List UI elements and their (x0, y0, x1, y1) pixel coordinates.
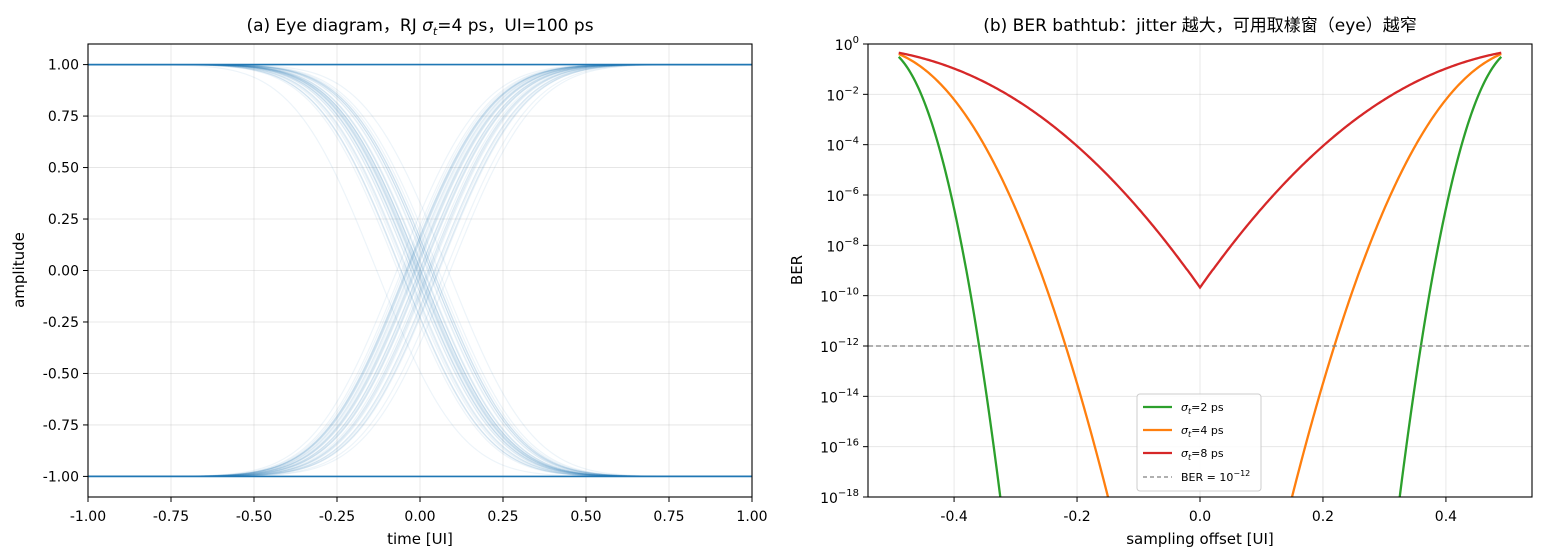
bathtub-y-tick-label: 10−8 (826, 236, 859, 255)
bathtub-y-tick-label: 10−6 (826, 186, 859, 205)
legend-label-sigma-8: σt=8 ps (1181, 447, 1224, 462)
ber-curve-series-0 (897, 56, 1503, 497)
bathtub-y-tick-label: 10−12 (820, 337, 859, 356)
eye-x-tick-label: -1.00 (70, 509, 106, 525)
eye-x-tick-label: 0.00 (404, 509, 435, 525)
bathtub-legend: σt=2 ps σt=4 ps σt=8 ps BER = 10−12 (1136, 393, 1262, 492)
eye-y-tick-label: -0.50 (43, 366, 79, 382)
bathtub-plot-frame (867, 43, 1533, 498)
eye-plot-frame (87, 43, 753, 498)
ber-bathtub-panel: (b) BER bathtub：jitter 越大，可用取樣窗（eye）越窄 -… (788, 16, 1533, 548)
bathtub-x-tick-label: 0.0 (1189, 509, 1211, 525)
legend-label-sigma-2: σt=2 ps (1181, 401, 1224, 416)
ber-curve-series-2 (898, 51, 1502, 290)
eye-diagram-panel: (a) Eye diagram，RJ σt=4 ps，UI=100 ps -1.… (10, 16, 768, 548)
bathtub-y-tick-label: 10−2 (826, 85, 859, 104)
bathtub-y-tick-label: 10−16 (820, 438, 859, 457)
bathtub-y-tick-label: 100 (835, 35, 859, 54)
eye-y-tick-label: 0.50 (48, 161, 79, 177)
eye-ticks: -1.00 -0.75 -0.50 -0.25 0.00 0.25 0.50 0.75 1.00… (43, 58, 768, 525)
bathtub-title: (b) BER bathtub：jitter 越大，可用取樣窗（eye）越窄 (983, 16, 1417, 36)
bathtub-ticks: -0.4 -0.2 0.0 0.2 0.4 100 10−2 10−4 10−6 10−8 10−1… (820, 35, 1457, 525)
eye-y-tick-label: 0.00 (48, 264, 79, 280)
bathtub-x-tick-label: -0.2 (1063, 509, 1090, 525)
eye-x-tick-label: 1.00 (736, 509, 767, 525)
eye-y-tick-label: 0.75 (48, 109, 79, 125)
eye-x-tick-label: -0.25 (319, 509, 355, 525)
eye-x-tick-label: -0.50 (236, 509, 272, 525)
bathtub-y-tick-label: 10−4 (826, 136, 859, 155)
bathtub-curves (868, 51, 1532, 497)
eye-x-tick-label: 0.75 (653, 509, 684, 525)
eye-xlabel: time [UI] (387, 530, 453, 548)
bathtub-y-tick-label: 10−18 (820, 488, 859, 507)
ber-curve-series-1 (898, 52, 1502, 497)
bathtub-y-tick-label: 10−14 (820, 387, 859, 406)
eye-x-tick-label: -0.75 (153, 509, 189, 525)
bathtub-x-tick-label: 0.2 (1312, 509, 1334, 525)
eye-y-tick-label: -0.25 (43, 315, 79, 331)
eye-diagram-title: (a) Eye diagram，RJ σt=4 ps，UI=100 ps (246, 16, 593, 38)
bathtub-x-tick-label: 0.4 (1435, 509, 1457, 525)
eye-y-tick-label: -0.75 (43, 418, 79, 434)
bathtub-xlabel: sampling offset [UI] (1126, 530, 1274, 548)
eye-y-tick-label: 1.00 (48, 58, 79, 74)
eye-x-tick-label: 0.25 (487, 509, 518, 525)
legend-label-ber-threshold: BER = 10−12 (1181, 469, 1250, 484)
eye-x-tick-label: 0.50 (570, 509, 601, 525)
eye-y-tick-label: 0.25 (48, 212, 79, 228)
bathtub-x-tick-label: -0.4 (940, 509, 967, 525)
bathtub-ylabel: BER (788, 255, 806, 285)
legend-frame (1136, 393, 1262, 492)
bathtub-y-tick-label: 10−10 (820, 287, 859, 306)
eye-traces (88, 63, 752, 478)
eye-ylabel: amplitude (10, 232, 28, 308)
legend-label-sigma-4: σt=4 ps (1181, 424, 1224, 439)
eye-y-tick-label: -1.00 (43, 469, 79, 485)
